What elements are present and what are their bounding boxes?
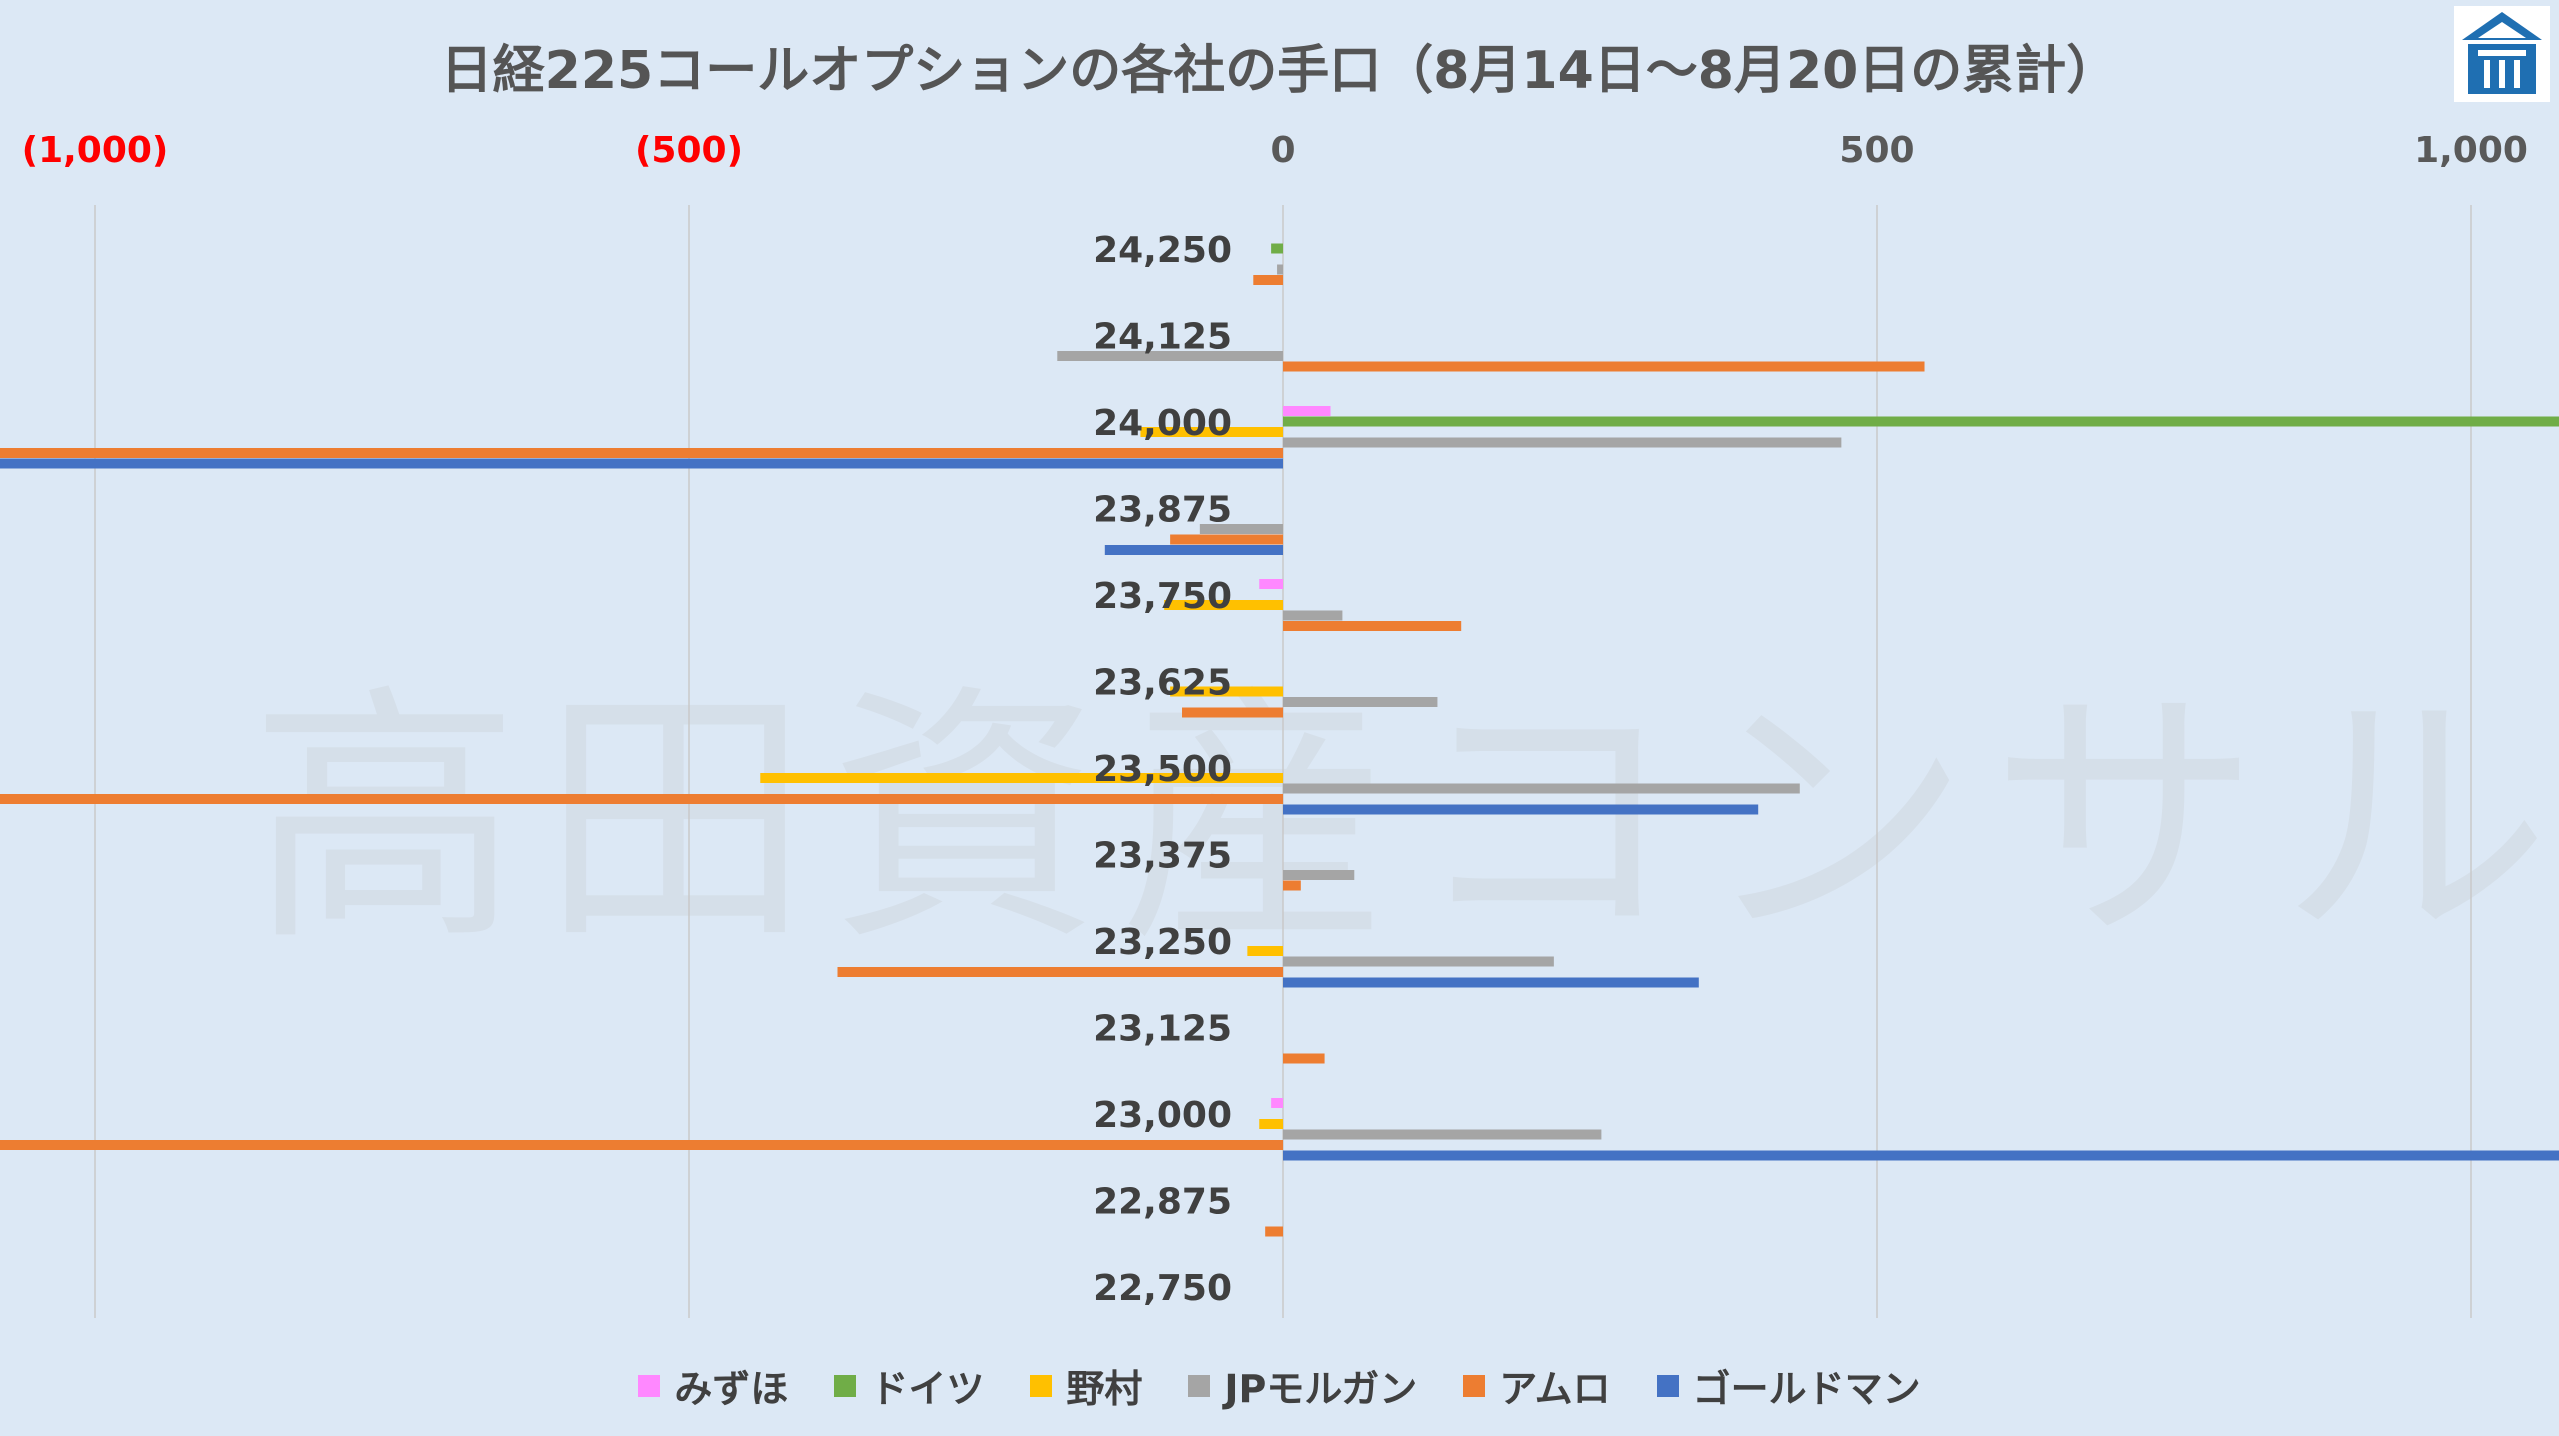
category-label: 24,000 [1093, 403, 1232, 444]
bar [1247, 946, 1283, 956]
x-tick-label: 500 [1839, 130, 1914, 171]
legend-item: アムロ [1463, 1358, 1611, 1413]
legend-label: JPモルガン [1224, 1367, 1418, 1411]
legend-item: 野村 [1030, 1358, 1142, 1413]
bar [1283, 697, 1438, 707]
bar [1283, 1129, 1602, 1140]
bar [1277, 264, 1283, 275]
bar [1170, 686, 1283, 697]
bar [1104, 545, 1283, 555]
x-tick-label: (1,000) [22, 130, 169, 171]
legend-swatch [638, 1374, 661, 1397]
bar [1283, 406, 1331, 416]
legend-swatch [1030, 1374, 1053, 1397]
category-label: 24,125 [1093, 317, 1232, 358]
bar [1182, 707, 1283, 718]
legend-swatch [1188, 1374, 1211, 1397]
bar [1057, 351, 1283, 361]
category-label: 24,250 [1093, 230, 1232, 271]
bar [1271, 243, 1283, 254]
category-label: 23,375 [1093, 836, 1232, 877]
category-label: 23,500 [1093, 749, 1232, 790]
legend-swatch [1463, 1374, 1486, 1397]
category-label: 23,000 [1093, 1095, 1232, 1136]
bar [1283, 361, 1925, 372]
bar [837, 967, 1283, 977]
legend-swatch [834, 1374, 857, 1397]
bar [1259, 579, 1283, 589]
x-tick-label: (500) [635, 130, 743, 171]
bar [1283, 437, 1842, 448]
bar [1283, 1150, 2559, 1161]
legend-item: ゴールドマン [1656, 1358, 1921, 1413]
legend-swatch [1656, 1374, 1679, 1397]
bar [1164, 600, 1283, 610]
bar [1253, 275, 1283, 285]
bar [1283, 870, 1355, 880]
legend-label: ゴールドマン [1692, 1367, 1921, 1411]
bar [1283, 880, 1301, 891]
legend-item: ドイツ [834, 1358, 984, 1413]
bar [1265, 1226, 1283, 1237]
category-label: 23,875 [1093, 490, 1232, 531]
bar [1283, 783, 1800, 794]
category-label: 23,625 [1093, 663, 1232, 704]
bar [1283, 416, 2559, 427]
category-label: 22,875 [1093, 1182, 1232, 1223]
logo-icon [2454, 6, 2550, 102]
category-label: 23,750 [1093, 576, 1232, 617]
chart-title: 日経225コールオプションの各社の手口（8月14日〜8月20日の累計） [440, 41, 2119, 101]
bar [1140, 427, 1283, 437]
legend-label: アムロ [1499, 1367, 1611, 1411]
bar [0, 1140, 1284, 1150]
bar [1283, 804, 1759, 815]
legend-label: ドイツ [870, 1367, 985, 1411]
chart-plot: (2,000)(1,500)(1,000)(500)05001,0001,500… [0, 130, 2559, 1318]
bar [0, 794, 1283, 804]
watermark: 高田資産コンサル [250, 662, 2559, 977]
bar [1199, 524, 1283, 534]
legend-item: JPモルガン [1188, 1358, 1417, 1413]
bar [1283, 621, 1462, 631]
category-label: 22,750 [1093, 1268, 1232, 1309]
bar [1283, 610, 1343, 621]
legend-label: 野村 [1066, 1367, 1143, 1411]
x-tick-label: 1,000 [2414, 130, 2528, 171]
legend-label: みずほ [674, 1367, 789, 1411]
bar [760, 773, 1283, 783]
legend-item: みずほ [638, 1358, 788, 1413]
legend: みずほ ドイツ 野村 JPモルガン アムロ ゴールドマン [0, 1358, 2559, 1413]
bar [0, 458, 1283, 469]
bar [1283, 956, 1554, 967]
bar [0, 448, 1283, 458]
bar [1170, 534, 1283, 545]
category-label: 23,250 [1093, 922, 1232, 963]
bar [1283, 977, 1699, 988]
bar [1271, 1098, 1283, 1108]
bar [1283, 1053, 1325, 1064]
bar [1259, 1119, 1283, 1129]
category-label: 23,125 [1093, 1009, 1232, 1050]
x-tick-label: 0 [1270, 130, 1295, 171]
